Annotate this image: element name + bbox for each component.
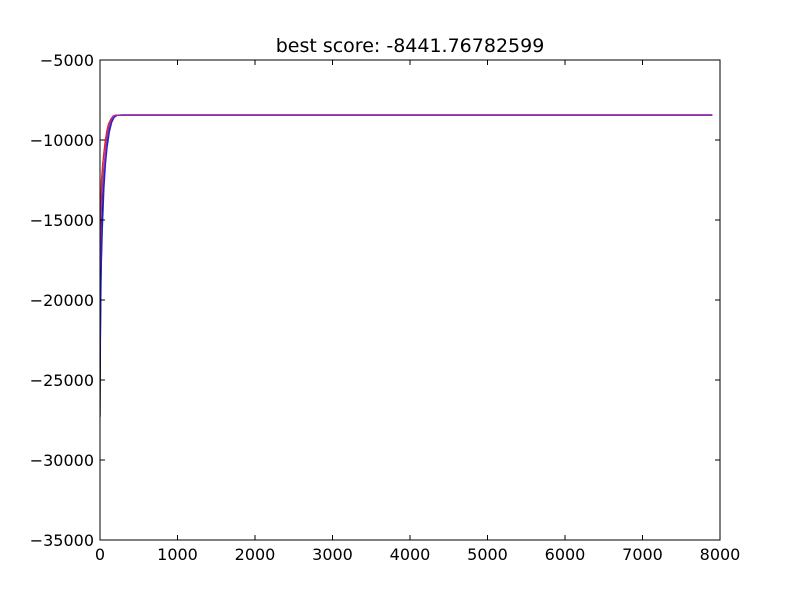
chart-title: best score: -8441.76782599 bbox=[276, 35, 545, 57]
x-tick-label: 7000 bbox=[622, 545, 663, 564]
x-tick-label: 8000 bbox=[700, 545, 741, 564]
x-tick-label: 1000 bbox=[157, 545, 198, 564]
y-tick-label: −35000 bbox=[30, 531, 94, 550]
y-tick-label: −15000 bbox=[30, 211, 94, 230]
y-tick-label: −10000 bbox=[30, 131, 94, 150]
tick-layer: 0 1000 2000 3000 4000 5000 6000 7000 8000 −5000 −1… bbox=[30, 51, 741, 564]
x-tick-label: 4000 bbox=[390, 545, 431, 564]
x-tick-label: 3000 bbox=[312, 545, 353, 564]
x-tick-label: 6000 bbox=[545, 545, 586, 564]
y-tick-label: −20000 bbox=[30, 291, 94, 310]
x-tick-label: 0 bbox=[95, 545, 105, 564]
series-line-4 bbox=[100, 114, 713, 269]
y-tick-label: −30000 bbox=[30, 451, 94, 470]
x-tick-label: 5000 bbox=[467, 545, 508, 564]
series-layer bbox=[100, 114, 713, 417]
x-tick-label: 2000 bbox=[235, 545, 276, 564]
y-tick-label: −25000 bbox=[30, 371, 94, 390]
y-tick-label: −5000 bbox=[40, 51, 94, 70]
